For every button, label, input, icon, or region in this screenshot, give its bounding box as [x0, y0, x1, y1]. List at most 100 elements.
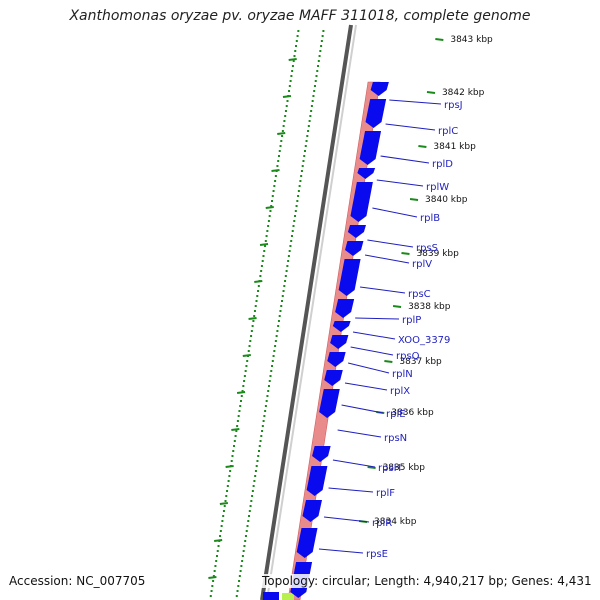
gc-dot-inner	[284, 275, 287, 277]
gc-dot-inner	[292, 225, 295, 227]
gene-leader-line	[352, 331, 396, 340]
gene-leader-line	[372, 207, 418, 218]
gene-label: rpsQ	[396, 351, 420, 362]
gc-dot-inner	[254, 475, 257, 477]
gc-dot-outer	[264, 245, 267, 247]
gc-dot-outer	[261, 260, 264, 262]
gc-dot-outer	[268, 215, 271, 217]
cds-track	[263, 82, 389, 600]
gc-dot-inner	[299, 180, 302, 182]
gc-dot-outer	[229, 470, 232, 472]
gc-dot-inner	[321, 35, 324, 37]
gc-dot-inner	[289, 245, 292, 247]
gc-dot-inner	[308, 120, 311, 122]
gc-skew-track	[208, 30, 325, 597]
gc-dot-inner	[248, 515, 251, 517]
gc-dot-inner	[261, 425, 264, 427]
gc-dash	[288, 58, 297, 61]
gc-dot-outer	[217, 545, 220, 547]
gene-label: rplD	[432, 159, 453, 170]
gc-dot-outer	[292, 60, 295, 62]
gene-leader-line	[348, 362, 390, 374]
gc-dot-inner	[258, 450, 260, 452]
gc-dot-outer	[222, 510, 225, 512]
gc-dot-outer	[256, 295, 259, 297]
gc-dot-inner	[262, 420, 265, 422]
gene-label: rplR	[372, 518, 392, 529]
gc-dot-inner	[284, 280, 287, 282]
gc-dot-inner	[318, 55, 321, 57]
cds-arrow	[302, 500, 322, 522]
gc-dot-outer	[236, 420, 239, 422]
gc-dot-outer	[213, 570, 216, 572]
gc-dot-inner	[244, 535, 247, 537]
gc-dot-outer	[266, 230, 269, 232]
gc-dot-outer	[226, 490, 229, 492]
gene-label: rplF	[376, 488, 395, 499]
gc-dash	[208, 576, 217, 579]
gc-dot-inner	[311, 100, 314, 102]
gene-label: rplC	[438, 126, 458, 137]
gc-dot-outer	[233, 445, 236, 447]
gc-dot-outer	[297, 30, 300, 32]
gc-dot-inner	[271, 365, 274, 367]
gc-dot-inner	[294, 210, 297, 212]
gc-dot-outer	[250, 330, 253, 332]
gc-dot-inner	[238, 580, 241, 582]
gc-dot-inner	[319, 50, 322, 52]
gc-dot-inner	[259, 440, 262, 442]
gc-dot-inner	[297, 190, 300, 192]
gc-dot-inner	[290, 240, 293, 242]
gc-dot-inner	[249, 505, 252, 507]
cds-arrow	[330, 335, 349, 349]
genome-backbone	[260, 24, 357, 600]
gc-dot-inner	[287, 255, 290, 257]
gene-label: rpsC	[408, 289, 431, 300]
gc-dash	[248, 317, 257, 320]
gc-dot-inner	[300, 170, 303, 172]
gc-dot-inner	[295, 205, 298, 207]
gc-dot-inner	[310, 110, 313, 112]
gc-dot-inner	[270, 370, 273, 372]
gc-dot-outer	[214, 565, 217, 567]
gc-dot-outer	[290, 75, 293, 77]
gc-dot-outer	[283, 120, 286, 122]
cds-arrow	[370, 82, 389, 96]
gene-leader-line	[367, 239, 414, 248]
gc-dot-inner	[313, 90, 316, 92]
gene-leader-line	[385, 123, 436, 131]
gc-dot-outer	[215, 555, 218, 557]
gc-dot-outer	[265, 235, 268, 237]
gc-dot-inner	[282, 290, 285, 292]
gc-dot-outer	[260, 265, 263, 267]
gene-label: rpsH	[378, 463, 401, 474]
kbp-tick-label: 3836 kbp	[391, 408, 434, 418]
backbone-line	[260, 24, 353, 600]
kbp-tick-label: 3843 kbp	[450, 35, 493, 45]
gene-label: rplB	[420, 213, 440, 224]
gene-leader-line	[344, 382, 388, 391]
gc-dot-outer	[248, 345, 251, 347]
cds-arrow	[319, 389, 340, 418]
gc-dot-outer	[295, 40, 298, 42]
gc-dot-inner	[307, 130, 310, 132]
gc-dot-inner	[291, 230, 294, 232]
gene-labels: rpsJ rplC rplD rplW rplB rpsS rplV rpsC rplP XOO_…	[318, 99, 463, 560]
cds-arrow	[324, 370, 343, 386]
gc-dash	[214, 539, 223, 542]
gc-dot-outer	[288, 90, 291, 92]
gc-dot-inner	[241, 560, 244, 562]
gc-dot-inner	[287, 260, 290, 262]
gc-dot-inner	[261, 430, 264, 432]
gc-dot-inner	[285, 270, 288, 272]
kbp-tick-label: 3840 kbp	[425, 195, 468, 205]
gc-dot-outer	[277, 160, 280, 162]
gc-dot-inner	[290, 235, 293, 237]
gc-dot-outer	[278, 150, 281, 152]
gene-label: rpsS	[416, 243, 438, 254]
gc-dot-inner	[280, 305, 283, 307]
gene-label: XOO_3379	[398, 335, 450, 346]
gc-dot-outer	[209, 595, 212, 597]
gc-dot-outer	[273, 185, 276, 187]
gc-dot-inner	[260, 435, 263, 437]
